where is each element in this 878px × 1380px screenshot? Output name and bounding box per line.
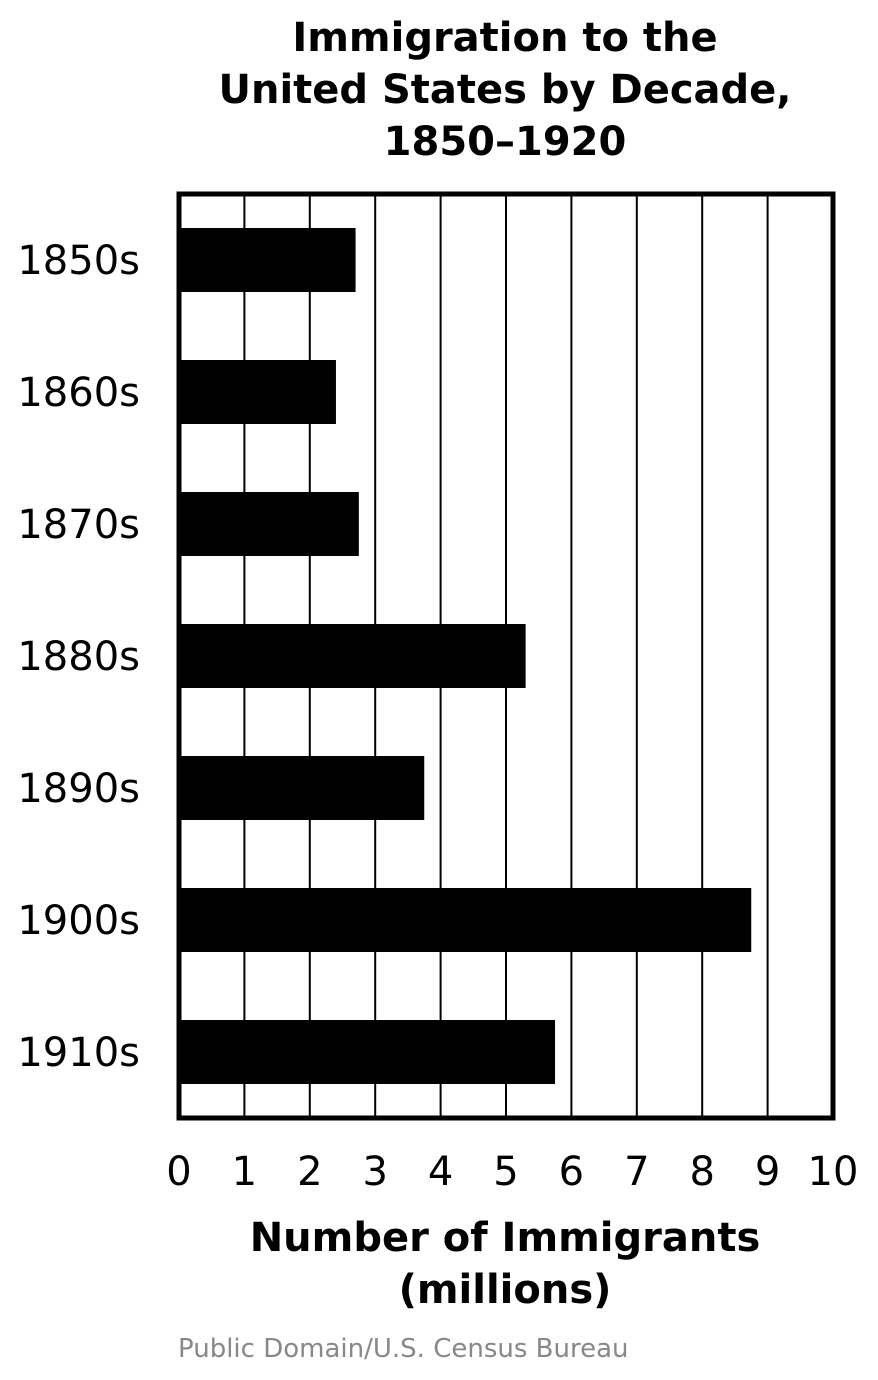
x-tick-label: 10 <box>808 1149 859 1195</box>
bar <box>179 228 356 292</box>
bar <box>179 360 336 424</box>
bar <box>179 888 752 952</box>
x-tick-label: 9 <box>755 1149 780 1195</box>
chart-title: Immigration to the United States by Deca… <box>150 12 860 168</box>
plot-frame <box>176 191 836 1121</box>
x-tick-label: 6 <box>559 1149 584 1195</box>
chart-title-line-3: 1850–1920 <box>383 119 627 165</box>
x-tick-label: 1 <box>232 1149 257 1195</box>
bar <box>179 1020 556 1084</box>
bar <box>179 756 425 820</box>
chart-title-line-1: Immigration to the <box>292 15 718 61</box>
y-tick-label: 1890s <box>17 766 140 812</box>
x-axis-label: Number of Immigrants (millions) <box>150 1212 860 1316</box>
bar-chart: 1850s 1860s 1870s 1880s 1890s 1900s 1910s 0 1 2 3 4… <box>17 191 859 1195</box>
chart-title-line-2: United States by Decade, <box>218 67 792 113</box>
x-axis-label-line-1: Number of Immigrants <box>249 1215 761 1261</box>
bar <box>179 624 526 688</box>
x-tick-label: 2 <box>297 1149 322 1195</box>
bar <box>179 492 359 556</box>
y-tick-label: 1870s <box>17 502 140 548</box>
x-axis-label-line-2: (millions) <box>398 1267 612 1313</box>
y-tick-label: 1900s <box>17 898 140 944</box>
x-tick-label: 5 <box>493 1149 518 1195</box>
x-tick-label: 4 <box>428 1149 453 1195</box>
y-tick-label: 1860s <box>17 370 140 416</box>
source-credit: Public Domain/U.S. Census Bureau <box>178 1334 629 1364</box>
x-tick-label: 0 <box>166 1149 191 1195</box>
x-tick-label: 7 <box>624 1149 649 1195</box>
y-tick-label: 1880s <box>17 634 140 680</box>
y-tick-label: 1910s <box>17 1030 140 1076</box>
x-tick-label: 3 <box>362 1149 387 1195</box>
x-tick-label: 8 <box>689 1149 714 1195</box>
y-tick-label: 1850s <box>17 238 140 284</box>
